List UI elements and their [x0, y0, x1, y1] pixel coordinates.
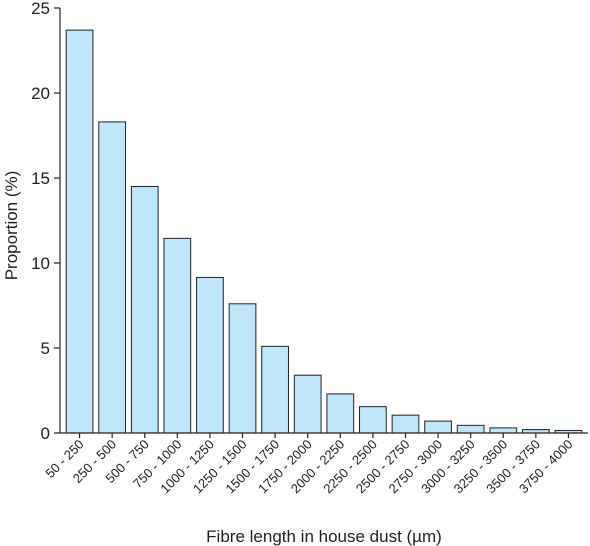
y-tick-label: 15 [31, 169, 50, 188]
bar [163, 237, 192, 434]
y-tick-label: 20 [31, 84, 50, 103]
y-ticks-group: 0 5 10 15 20 25 [31, 0, 60, 443]
bar [293, 374, 322, 434]
y-tick-label: 25 [31, 0, 50, 18]
y-tick-label: 5 [41, 339, 50, 358]
axes-group [59, 8, 588, 434]
bar [359, 406, 387, 434]
y-tick-label: 0 [41, 424, 50, 443]
bar [228, 303, 257, 434]
x-axis-title: Fibre length in house dust (µm) [206, 527, 442, 546]
bars-group [65, 29, 583, 434]
bar [196, 276, 224, 434]
bar [456, 424, 485, 434]
bar [98, 121, 127, 434]
bar [65, 29, 94, 434]
bar [261, 345, 289, 434]
bar [326, 393, 355, 434]
bar [489, 427, 518, 434]
bar [130, 186, 159, 434]
bar [424, 420, 452, 434]
y-axis-title: Proportion (%) [2, 171, 21, 281]
y-tick-label: 10 [31, 254, 50, 273]
bar [391, 414, 420, 434]
